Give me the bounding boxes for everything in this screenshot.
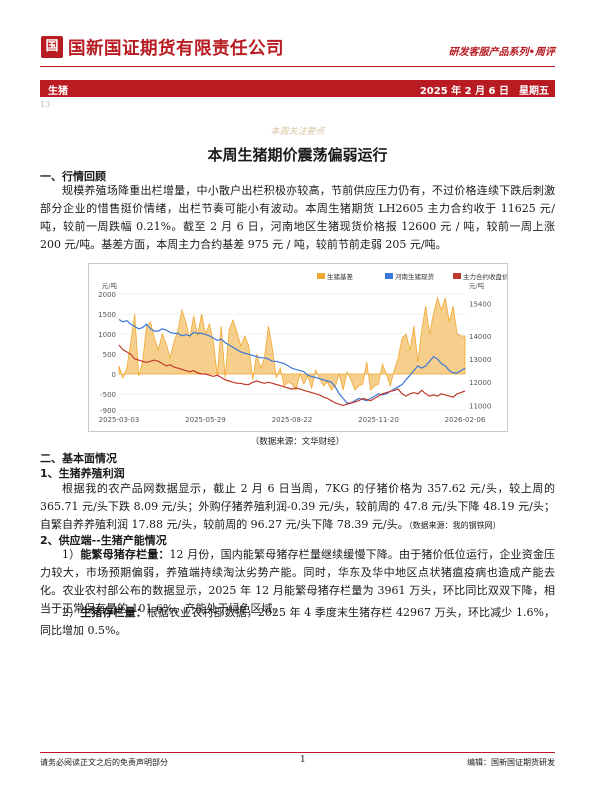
hog-inventory-paragraph: 2）生猪存栏量：根据农业农村部数据，2025 年 4 季度末生猪存栏 42967… xyxy=(40,604,555,640)
y-right-tick-label: 15400 xyxy=(469,300,491,308)
y-right-tick-label: 13000 xyxy=(469,356,491,364)
chart-caption: （数据来源：文华财经） xyxy=(250,437,345,447)
y-left-tick-label: 1000 xyxy=(98,331,116,339)
sows-key: 能繁母猪存栏量： xyxy=(80,548,170,561)
footer-divider xyxy=(40,752,555,753)
hog-inventory-lead: 2） xyxy=(62,606,81,619)
y-left-tick-label: -900 xyxy=(100,407,116,415)
header-divider xyxy=(40,66,555,67)
y-right-unit: 元/吨 xyxy=(469,281,485,290)
legend-label: 河南生猪现货 xyxy=(395,272,435,281)
hog-inventory-key: 生猪存栏量： xyxy=(80,606,147,619)
section-heading-fundamentals: 二、基本面情况 xyxy=(40,452,117,465)
price-basis-chart: 2000 1500 1000 500 0 -500 -900 15400 14000 13000 1… xyxy=(88,263,509,432)
y-right-tick-label: 11000 xyxy=(469,402,491,410)
subheading-farming-profit: 1、生猪养殖利润 xyxy=(40,467,125,480)
page-mark: 13 xyxy=(40,100,51,109)
x-tick-label: 2026-02-06 xyxy=(445,416,486,424)
basis-area xyxy=(118,296,466,391)
legend-label: 主力合约收盘价 xyxy=(463,272,507,281)
report-series: 研发客服产品系列•周评 xyxy=(448,47,555,58)
sows-paragraph: 1）能繁母猪存栏量：12 月份，国内能繁母猪存栏量继续缓慢下降。由于猪价低位运行… xyxy=(40,546,555,618)
legend-swatch xyxy=(317,273,325,279)
y-left-tick-label: 1500 xyxy=(98,311,116,319)
farming-profit-paragraph: 根据我的农产品网数据显示，截止 2 月 6 日当周，7KG 的仔猪价格为 357… xyxy=(40,480,555,535)
hog-inventory-text: 根据农业农村部数据，2025 年 4 季度末生猪存栏 42967 万头，环比减少… xyxy=(40,606,555,637)
footer-editor: 编辑：国新国证期货研发 xyxy=(467,758,555,767)
legend-swatch xyxy=(385,273,393,279)
focus-label: 本周关注要点 xyxy=(270,127,325,137)
market-review-paragraph: 规模养殖场降重出栏增量，中小散户出栏积极亦较高，节前供应压力仍有，不过价格连续下… xyxy=(40,184,555,251)
legend-label: 生猪基差 xyxy=(327,272,354,281)
y-left-unit: 元/吨 xyxy=(102,281,118,290)
company-name: 国新国证期货有限责任公司 xyxy=(68,39,284,59)
spot-price-line xyxy=(118,318,466,404)
sows-lead: 1） xyxy=(62,548,81,561)
x-tick-label: 2025-05-29 xyxy=(185,416,226,424)
sows-text: 12 月份，国内能繁母猪存栏量继续缓慢下降。由于猪价低位运行，企业资金压力较大，… xyxy=(40,548,556,615)
section-band xyxy=(40,80,555,97)
chart-svg: 2000 1500 1000 500 0 -500 -900 15400 14000 13000 1… xyxy=(98,272,509,424)
futures-close-line xyxy=(118,344,466,407)
x-tick-label: 2025-03-03 xyxy=(99,416,140,424)
farming-profit-text: 根据我的农产品网数据显示，截止 2 月 6 日当周，7KG 的仔猪价格为 357… xyxy=(40,482,555,531)
subheading-supply: 2、供应端--生猪产能情况 xyxy=(40,534,167,547)
page-title: 本周生猪期价震荡偏弱运行 xyxy=(207,146,388,164)
y-right-tick-label: 14000 xyxy=(469,333,491,341)
section-heading-market-review: 一、行情回顾 xyxy=(40,170,106,183)
y-left-tick-label: 0 xyxy=(112,371,116,379)
footer-disclaimer: 请务必阅读正文之后的免责声明部分 xyxy=(40,758,168,767)
y-left-tick-label: -500 xyxy=(100,391,116,399)
y-left-tick-label: 2000 xyxy=(98,291,116,299)
report-date: 2025 年 2 月 6 日 星期五 xyxy=(419,86,549,97)
y-left-tick-label: 500 xyxy=(103,351,116,359)
y-right-tick-label: 12000 xyxy=(469,379,491,387)
farming-profit-source: （数据来源：我的钢铁网） xyxy=(408,521,501,530)
logo-char: 国 xyxy=(45,39,59,54)
legend-swatch xyxy=(453,273,461,279)
company-logo: 国 xyxy=(41,36,63,58)
page-number: 1 xyxy=(300,755,306,765)
x-tick-label: 2025-11-20 xyxy=(358,416,399,424)
x-tick-label: 2025-08-22 xyxy=(272,416,313,424)
section-label: 生猪 xyxy=(48,86,68,97)
